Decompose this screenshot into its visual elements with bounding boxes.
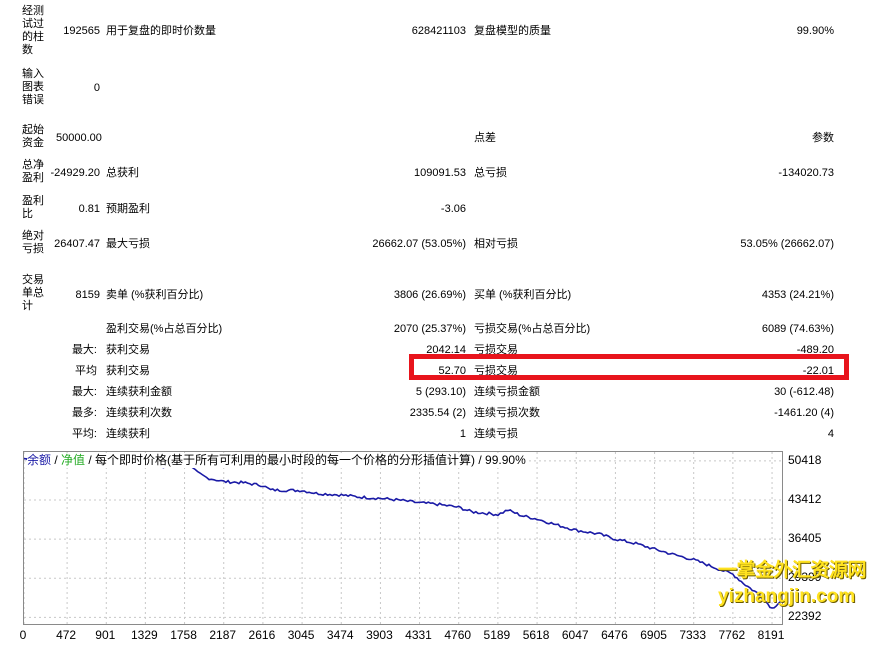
- x-tick-label: 3045: [287, 628, 315, 642]
- x-tick-label: 6476: [601, 628, 628, 642]
- modelling-quality-value: 99.90%: [796, 25, 834, 37]
- net-profit-label: 总净 盈利: [22, 159, 44, 184]
- average-consecutive-wins-label: 连续获利: [106, 428, 150, 440]
- x-tick-label: 7762: [718, 628, 746, 642]
- x-tick-label: 0: [19, 628, 27, 642]
- absolute-drawdown-value: 26407.47: [54, 238, 100, 250]
- average-consecutive-prefix: 平均:: [71, 428, 97, 440]
- x-tick-label: 6905: [640, 628, 667, 642]
- x-tick-label: 2187: [209, 628, 237, 642]
- x-tick-label: 472: [56, 628, 77, 642]
- max-consecutive-profit-value: 2335.54 (2): [409, 407, 466, 419]
- x-tick-label: 6047: [561, 628, 589, 642]
- legend-description: / 每个即时价格(基于所有可利用的最小时段的每一个价格的分形插值计算) / 99…: [85, 453, 526, 467]
- average-consecutive-losses-value: 4: [827, 428, 834, 440]
- y-tick-label: 22392: [788, 609, 822, 624]
- max-consecutive-loss-value: -1461.20 (4): [774, 407, 834, 419]
- initial-deposit-label: 起始 资金: [22, 124, 44, 149]
- mismatched-errors-label: 输入 图表 错误: [22, 68, 44, 106]
- legend-equity: 净值: [61, 453, 86, 467]
- average-consecutive-wins-value: 1: [459, 428, 466, 440]
- y-tick-label: 43412: [788, 491, 822, 506]
- largest-loss-trade-value: -489.20: [796, 344, 834, 356]
- largest-profit-trade-value: 2042.14: [426, 344, 466, 356]
- profit-trades-value: 2070 (25.37%): [393, 323, 466, 335]
- x-tick-label: 3903: [366, 628, 393, 642]
- loss-trades-label: 亏损交易(%占总百分比): [474, 323, 591, 335]
- chart-legend: 余额 / 净值 / 每个即时价格(基于所有可利用的最小时段的每一个价格的分形插值…: [27, 453, 526, 468]
- long-positions-value: 4353 (24.21%): [761, 289, 834, 301]
- average-profit-trade-value: 52.70: [438, 365, 466, 377]
- x-tick-label: 4331: [405, 628, 432, 642]
- short-positions-label: 卖单 (%获利百分比): [106, 289, 204, 301]
- absolute-drawdown-label: 绝对 亏损: [22, 230, 44, 255]
- x-tick-label: 7333: [679, 628, 707, 642]
- max-consecutive-loss-label: 连续亏损次数: [474, 407, 540, 419]
- x-tick-label: 2616: [248, 628, 276, 642]
- profit-factor-label: 盈利比: [22, 195, 44, 220]
- expected-payoff-value: -3.06: [440, 203, 466, 215]
- maximal-drawdown-value: 26662.07 (53.05%): [372, 238, 466, 250]
- average-prefix: 平均: [75, 365, 97, 377]
- modelling-quality-label: 复盘模型的质量: [474, 25, 551, 37]
- average-loss-trade-value: -22.01: [802, 365, 834, 377]
- y-tick-label: 36405: [788, 531, 822, 546]
- parameters-label: 参数: [812, 132, 834, 144]
- maximal-drawdown-label: 最大亏损: [106, 238, 150, 250]
- x-tick-label: 5618: [522, 628, 550, 642]
- max-consecutive-wins-label: 连续获利金额: [106, 386, 172, 398]
- watermark-url: yizhangjin.com: [718, 586, 856, 607]
- profit-trades-label: 盈利交易(%占总百分比): [106, 323, 223, 335]
- expected-payoff-label: 预期盈利: [106, 203, 150, 215]
- x-tick-label: 1329: [131, 628, 158, 642]
- most-prefix: 最多:: [71, 407, 97, 419]
- bars-tested-value: 192565: [63, 25, 100, 37]
- average-profit-trade-label: 获利交易: [106, 365, 150, 377]
- y-tick-label: 29399: [788, 570, 822, 585]
- max-consecutive-prefix: 最大:: [71, 386, 97, 398]
- x-tick-label: 901: [95, 628, 116, 642]
- bars-tested-label: 经测 试过 的柱数: [22, 5, 44, 56]
- loss-trades-value: 6089 (74.63%): [761, 323, 834, 335]
- max-consecutive-wins-value: 5 (293.10): [415, 386, 466, 398]
- x-tick-label: 3474: [326, 628, 354, 642]
- balance-chart-svg: [24, 452, 782, 624]
- highlight-box: [409, 354, 849, 380]
- legend-balance: 余额: [27, 453, 52, 467]
- max-consecutive-losses-value: 30 (-612.48): [774, 386, 834, 398]
- gross-profit-label: 总获利: [106, 167, 139, 179]
- x-tick-label: 8191: [757, 628, 785, 642]
- max-consecutive-losses-label: 连续亏损金额: [474, 386, 540, 398]
- net-profit-value: -24929.20: [50, 167, 100, 179]
- ticks-modelled-value: 628421103: [411, 25, 466, 37]
- x-tick-label: 1758: [170, 628, 197, 642]
- gross-loss-value: -134020.73: [778, 167, 834, 179]
- initial-deposit-value: 50000.00: [56, 132, 102, 144]
- balance-chart: [23, 451, 783, 625]
- largest-profit-trade-label: 获利交易: [106, 344, 150, 356]
- largest-loss-trade-label: 亏损交易: [474, 344, 518, 356]
- total-trades-label: 交易 单总计: [22, 274, 44, 312]
- spread-label: 点差: [474, 132, 496, 144]
- largest-prefix: 最大:: [71, 344, 97, 356]
- total-trades-value: 8159: [75, 289, 100, 301]
- mismatched-errors-value: 0: [93, 82, 100, 94]
- relative-drawdown-value: 53.05% (26662.07): [740, 238, 834, 250]
- ticks-modelled-label: 用于复盘的即时价数量: [106, 25, 216, 37]
- gross-loss-label: 总亏损: [474, 167, 507, 179]
- x-tick-label: 4760: [444, 628, 472, 642]
- profit-factor-value: 0.81: [78, 203, 100, 215]
- average-loss-trade-label: 亏损交易: [474, 365, 518, 377]
- long-positions-label: 买单 (%获利百分比): [474, 289, 572, 301]
- series-line-0: [24, 457, 781, 609]
- max-consecutive-profit-label: 连续获利次数: [106, 407, 172, 419]
- watermark-title: 一掌金外汇资源网: [718, 560, 867, 581]
- relative-drawdown-label: 相对亏损: [474, 238, 518, 250]
- average-consecutive-losses-label: 连续亏损: [474, 428, 518, 440]
- x-tick-label: 5189: [483, 628, 511, 642]
- y-tick-label: 50418: [788, 452, 822, 467]
- legend-separator: /: [51, 453, 62, 467]
- short-positions-value: 3806 (26.69%): [393, 289, 466, 301]
- gross-profit-value: 109091.53: [414, 167, 466, 179]
